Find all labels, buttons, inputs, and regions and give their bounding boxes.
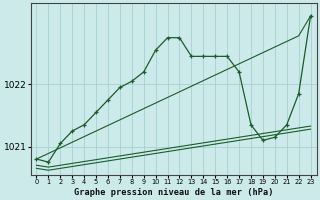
X-axis label: Graphe pression niveau de la mer (hPa): Graphe pression niveau de la mer (hPa) xyxy=(74,188,273,197)
